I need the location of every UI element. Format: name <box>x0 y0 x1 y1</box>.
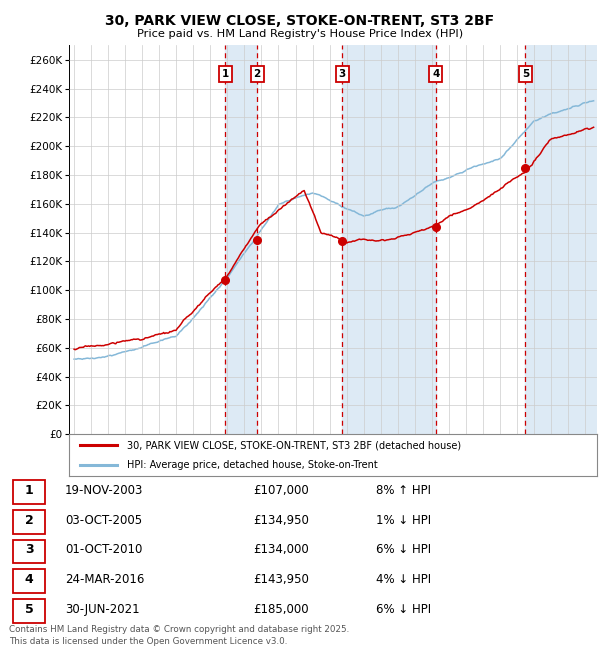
Text: 4: 4 <box>432 70 439 79</box>
Text: 8% ↑ HPI: 8% ↑ HPI <box>376 484 431 497</box>
FancyBboxPatch shape <box>13 510 46 534</box>
Text: 30-JUN-2021: 30-JUN-2021 <box>65 603 139 616</box>
FancyBboxPatch shape <box>13 569 46 593</box>
Text: £143,950: £143,950 <box>253 573 309 586</box>
Text: 24-MAR-2016: 24-MAR-2016 <box>65 573 144 586</box>
Text: £107,000: £107,000 <box>253 484 309 497</box>
Text: 5: 5 <box>25 603 34 616</box>
Text: Contains HM Land Registry data © Crown copyright and database right 2025.
This d: Contains HM Land Registry data © Crown c… <box>9 625 349 646</box>
Text: 2: 2 <box>254 70 261 79</box>
Text: 2: 2 <box>25 514 34 526</box>
Bar <box>343 46 436 434</box>
Text: 4: 4 <box>25 573 34 586</box>
Text: HPI: Average price, detached house, Stoke-on-Trent: HPI: Average price, detached house, Stok… <box>127 460 378 470</box>
Text: 19-NOV-2003: 19-NOV-2003 <box>65 484 143 497</box>
Text: £134,000: £134,000 <box>253 543 309 556</box>
Text: £185,000: £185,000 <box>253 603 308 616</box>
Text: 4% ↓ HPI: 4% ↓ HPI <box>376 573 431 586</box>
FancyBboxPatch shape <box>13 540 46 564</box>
Bar <box>226 46 257 434</box>
Text: 01-OCT-2010: 01-OCT-2010 <box>65 543 142 556</box>
Text: 6% ↓ HPI: 6% ↓ HPI <box>376 543 431 556</box>
Text: 3: 3 <box>25 543 34 556</box>
FancyBboxPatch shape <box>13 599 46 623</box>
Text: 6% ↓ HPI: 6% ↓ HPI <box>376 603 431 616</box>
Text: 03-OCT-2005: 03-OCT-2005 <box>65 514 142 526</box>
Bar <box>526 46 597 434</box>
Text: 3: 3 <box>339 70 346 79</box>
Text: 30, PARK VIEW CLOSE, STOKE-ON-TRENT, ST3 2BF (detached house): 30, PARK VIEW CLOSE, STOKE-ON-TRENT, ST3… <box>127 440 461 450</box>
Text: 5: 5 <box>522 70 529 79</box>
Text: 1% ↓ HPI: 1% ↓ HPI <box>376 514 431 526</box>
Text: 1: 1 <box>222 70 229 79</box>
Text: 30, PARK VIEW CLOSE, STOKE-ON-TRENT, ST3 2BF: 30, PARK VIEW CLOSE, STOKE-ON-TRENT, ST3… <box>106 14 494 29</box>
Text: £134,950: £134,950 <box>253 514 309 526</box>
FancyBboxPatch shape <box>13 480 46 504</box>
Text: 1: 1 <box>25 484 34 497</box>
Text: Price paid vs. HM Land Registry's House Price Index (HPI): Price paid vs. HM Land Registry's House … <box>137 29 463 38</box>
